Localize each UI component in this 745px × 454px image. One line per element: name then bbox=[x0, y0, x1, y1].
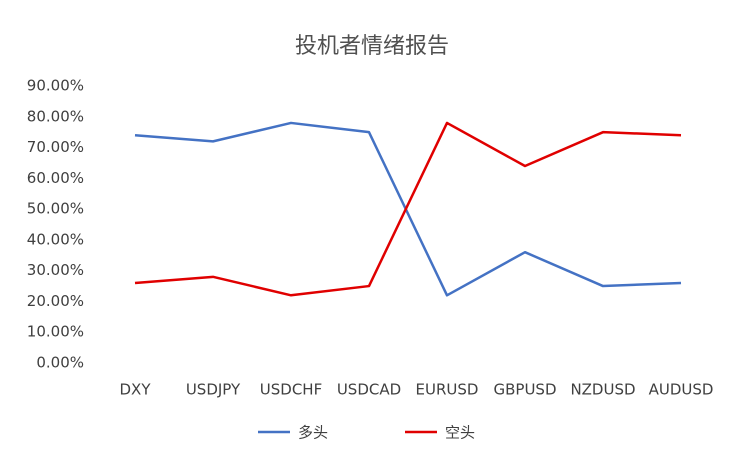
y-tick-label: 70.00% bbox=[27, 138, 84, 156]
legend-label: 多头 bbox=[298, 424, 328, 442]
chart-title: 投机者情绪报告 bbox=[295, 34, 449, 59]
series-line bbox=[134, 121, 682, 297]
y-tick-label: 30.00% bbox=[27, 261, 84, 279]
legend-label: 空头 bbox=[445, 424, 475, 442]
y-tick-label: 50.00% bbox=[27, 200, 84, 218]
x-tick-label: NZDUSD bbox=[570, 381, 635, 399]
y-tick-label: 60.00% bbox=[27, 169, 84, 187]
y-tick-label: 0.00% bbox=[36, 354, 84, 372]
series-line bbox=[134, 121, 682, 297]
y-tick-label: 20.00% bbox=[27, 292, 84, 310]
y-tick-label: 80.00% bbox=[27, 107, 84, 125]
x-tick-label: DXY bbox=[120, 381, 152, 399]
y-tick-label: 10.00% bbox=[27, 323, 84, 341]
y-tick-label: 40.00% bbox=[27, 230, 84, 248]
y-tick-label: 90.00% bbox=[27, 77, 84, 95]
x-tick-label: USDCHF bbox=[260, 381, 322, 399]
x-tick-label: GBPUSD bbox=[493, 381, 556, 399]
x-tick-label: AUDUSD bbox=[649, 381, 714, 399]
x-tick-label: USDJPY bbox=[186, 381, 241, 399]
x-tick-label: EURUSD bbox=[416, 381, 479, 399]
x-tick-label: USDCAD bbox=[337, 381, 401, 399]
